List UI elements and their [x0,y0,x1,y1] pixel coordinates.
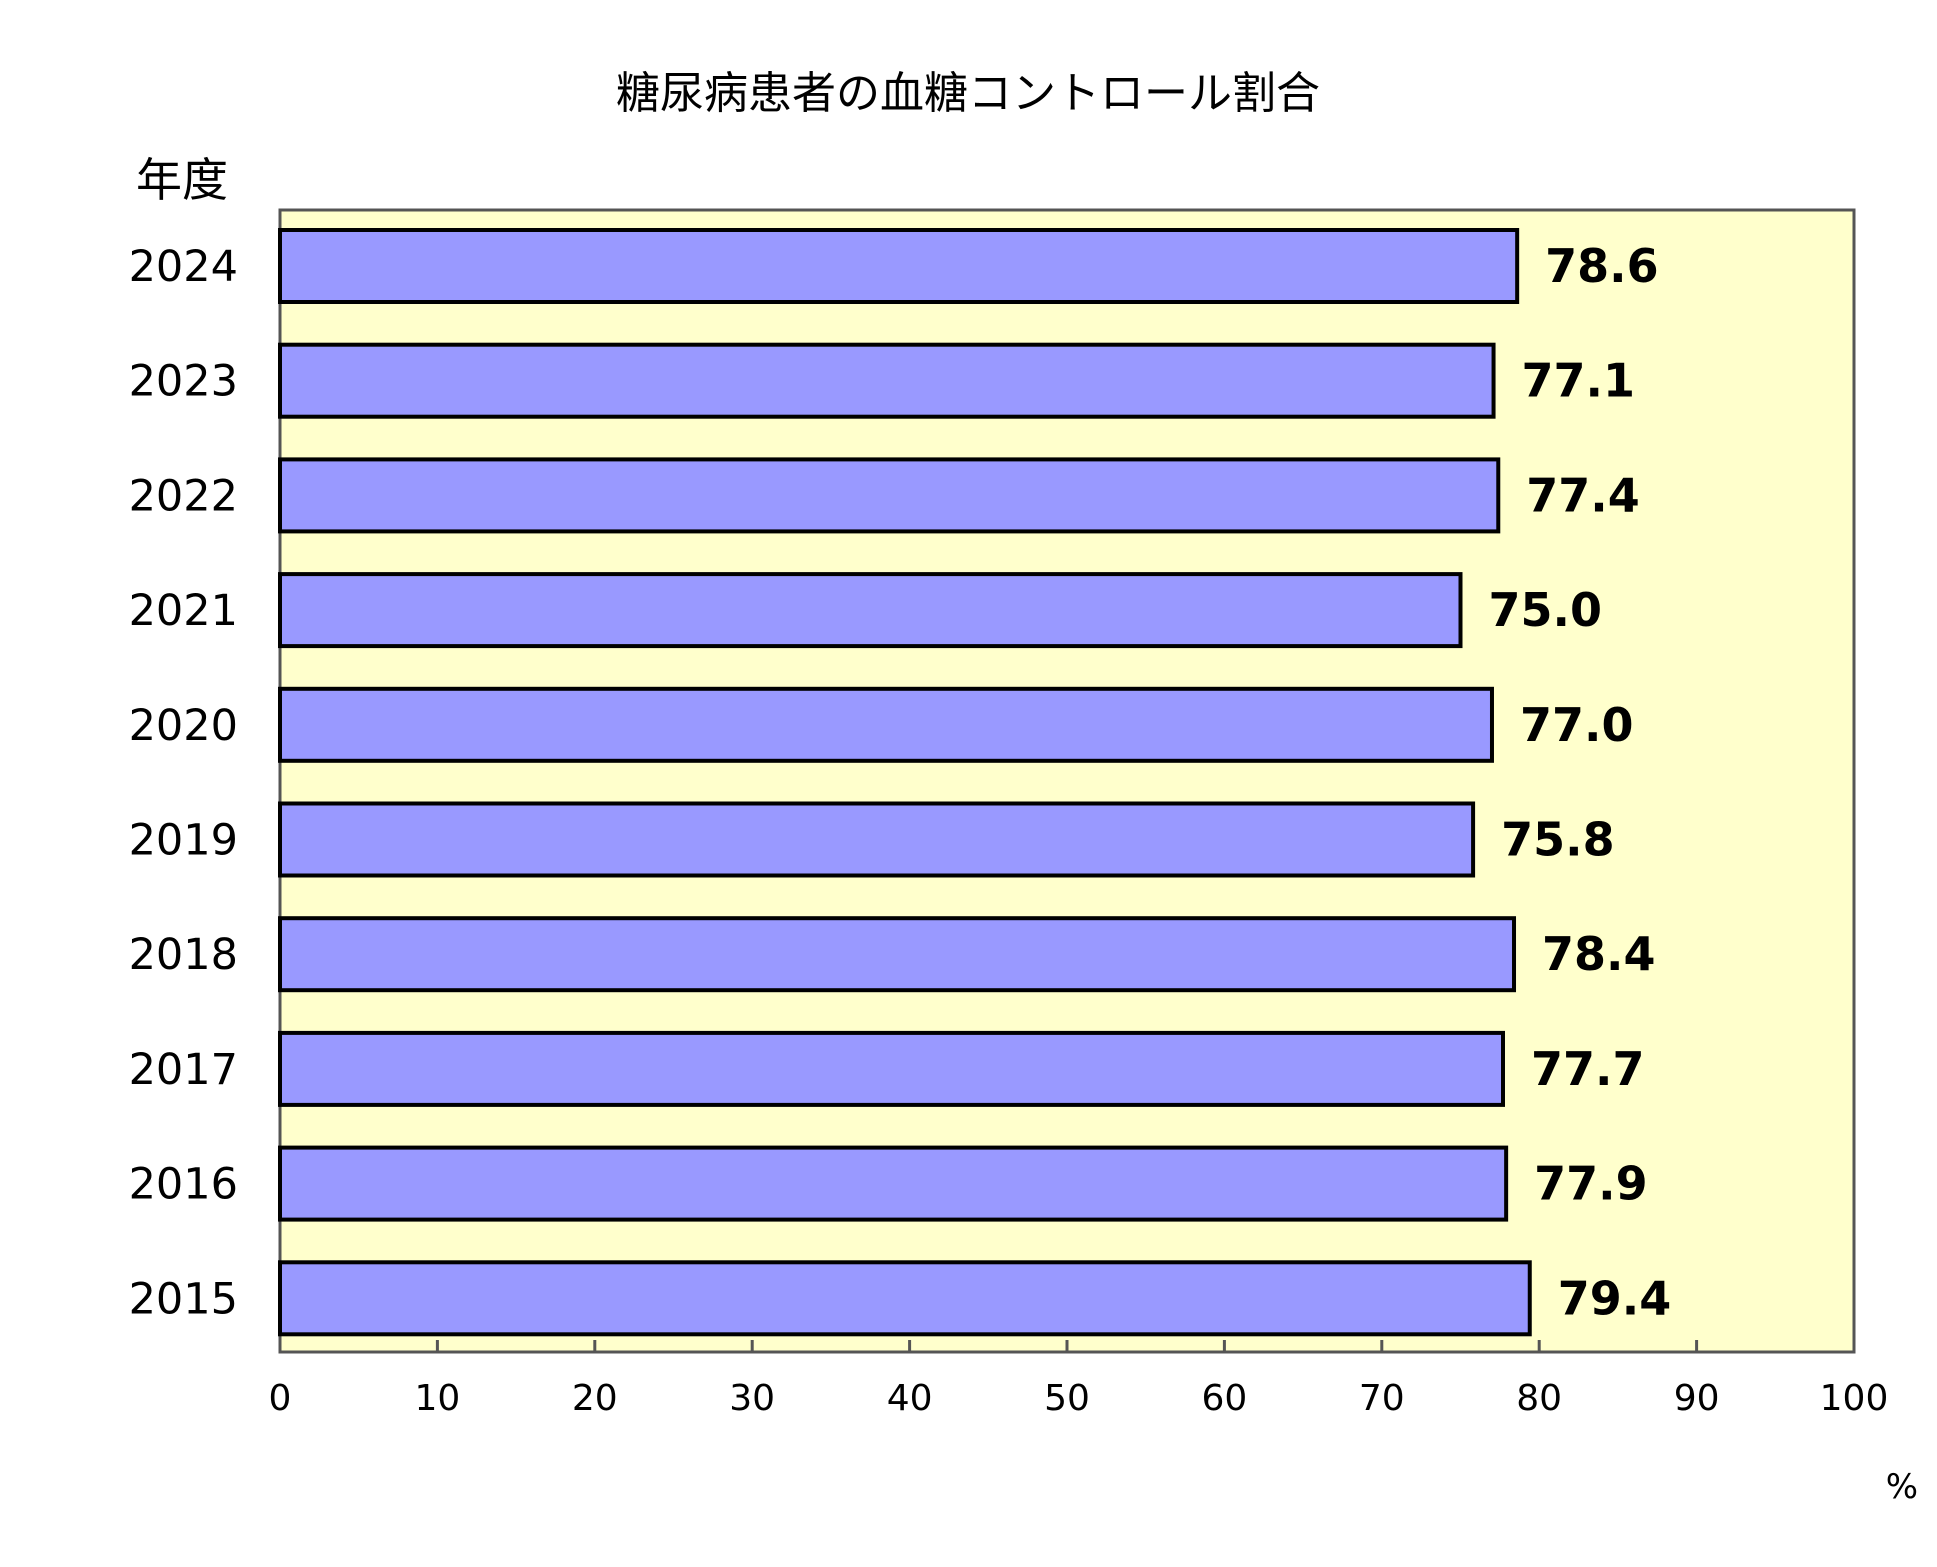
data-label-2024: 78.6 [1545,239,1659,293]
y-tick-label-2022: 2022 [129,471,238,521]
bar-2022 [278,457,1501,534]
y-tick-label-2021: 2021 [129,586,238,636]
bars [278,228,1532,1337]
chart-title: 糖尿病患者の血糖コントロール割合 [616,68,1320,119]
data-label-2018: 78.4 [1542,927,1656,981]
y-axis-tick-labels: 2024 2023 2022 2021 2020 2019 2018 2017 2016 2015 [129,242,238,1324]
data-label-2020: 77.0 [1520,698,1634,752]
bar-2023 [278,342,1496,419]
x-tick-label-20: 20 [572,1378,618,1419]
x-tick-label-0: 0 [269,1378,292,1419]
y-tick-label-2020: 2020 [129,701,238,751]
x-tick-label-80: 80 [1516,1378,1562,1419]
x-tick-label-100: 100 [1820,1378,1889,1419]
x-tick-label-70: 70 [1359,1378,1405,1419]
y-tick-label-2015: 2015 [129,1274,238,1324]
x-tick-label-40: 40 [887,1378,933,1419]
data-label-2019: 75.8 [1501,813,1615,867]
y-axis-title: 年度 [136,153,228,207]
bar-2021 [278,572,1463,649]
x-axis-unit-label: % [1886,1467,1918,1507]
bar-2017 [278,1030,1505,1107]
data-label-2023: 77.1 [1522,354,1636,408]
bar-2015 [278,1260,1532,1337]
y-tick-label-2019: 2019 [129,816,238,866]
bar-2024 [278,228,1520,304]
x-tick-label-60: 60 [1201,1378,1247,1419]
bar-2018 [278,916,1517,993]
x-tick-label-90: 90 [1674,1378,1720,1419]
x-axis: 0 10 20 30 40 50 60 70 80 90 100 [269,1340,1889,1419]
data-label-2016: 77.9 [1534,1157,1648,1211]
x-tick-label-10: 10 [414,1378,460,1419]
data-label-2015: 79.4 [1558,1271,1672,1325]
data-labels: 78.6 77.1 77.4 75.0 77.0 75.8 78.4 77.7 77.9 79.4 [1489,239,1672,1325]
bar-2019 [278,801,1476,878]
bar-2020 [278,686,1494,763]
data-label-2017: 77.7 [1531,1042,1645,1096]
bar-2016 [278,1145,1509,1222]
y-tick-label-2016: 2016 [129,1160,238,1210]
y-tick-label-2023: 2023 [129,357,238,407]
y-tick-label-2024: 2024 [129,242,238,292]
x-tick-label-30: 30 [729,1378,775,1419]
y-tick-label-2017: 2017 [129,1045,238,1095]
data-label-2022: 77.4 [1526,468,1640,522]
data-label-2021: 75.0 [1489,583,1603,637]
y-tick-label-2018: 2018 [129,930,238,980]
x-tick-label-50: 50 [1044,1378,1090,1419]
